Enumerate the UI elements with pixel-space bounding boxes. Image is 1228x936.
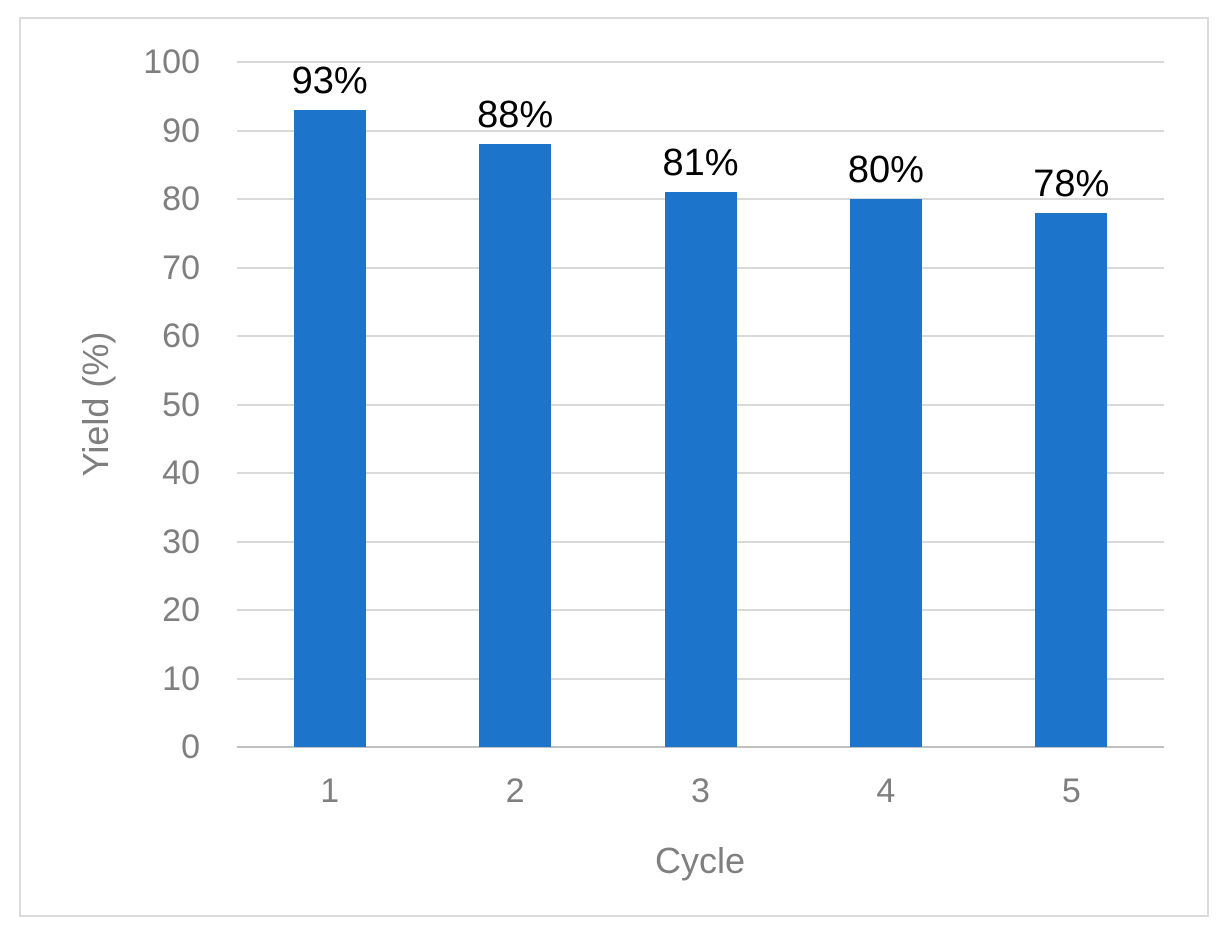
y-tick-label-20: 20	[162, 591, 200, 629]
x-tick-label-5: 5	[1061, 772, 1081, 810]
bar-value-label-4: 80%	[847, 149, 924, 191]
y-tick-label-40: 40	[162, 454, 200, 492]
plot-area	[237, 61, 1164, 748]
x-tick-label-2: 2	[505, 772, 525, 810]
y-tick-label-50: 50	[162, 385, 200, 424]
chart-frame-border	[19, 17, 1209, 917]
bar-value-label-3: 81%	[662, 142, 739, 185]
bar-cycle-5	[1035, 212, 1108, 747]
x-tick-label-4: 4	[876, 772, 896, 810]
x-axis-title: Cycle	[654, 840, 746, 881]
y-tick-label-70: 70	[162, 248, 200, 287]
gridline-y-100	[237, 61, 1164, 63]
y-axis-title: Yield (%)	[75, 331, 116, 477]
y-tick-label-30: 30	[162, 522, 200, 561]
y-tick-label-100: 100	[143, 43, 200, 81]
y-tick-label-90: 90	[162, 111, 200, 150]
y-tick-label-60: 60	[162, 317, 200, 355]
bar-cycle-4	[849, 199, 922, 747]
bar-cycle-1	[293, 109, 366, 747]
x-tick-label-3: 3	[691, 772, 710, 810]
x-axis-line	[237, 746, 1164, 748]
bar-value-label-2: 88%	[477, 94, 554, 137]
bar-value-label-1: 93%	[291, 59, 368, 102]
bar-value-label-5: 78%	[1033, 162, 1110, 205]
bar-cycle-2	[479, 144, 552, 747]
y-tick-label-80: 80	[162, 180, 200, 218]
gridline-y-90	[237, 129, 1164, 132]
bar-cycle-3	[664, 192, 737, 747]
y-tick-label-0: 0	[181, 728, 200, 766]
y-tick-label-10: 10	[162, 659, 200, 698]
x-tick-label-1: 1	[320, 772, 340, 810]
